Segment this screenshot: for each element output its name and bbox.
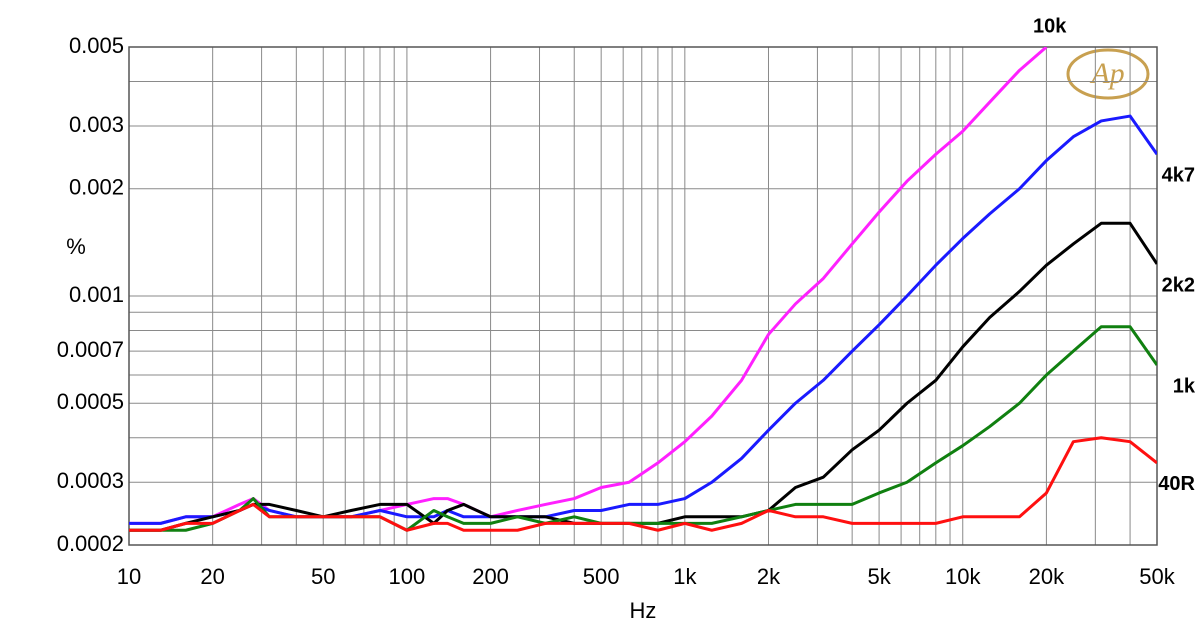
- series-label: 40R: [1158, 473, 1195, 495]
- plot-frame: [128, 46, 1158, 546]
- y-tick-label: 0.0003: [57, 468, 124, 493]
- x-tick-label: 5k: [867, 564, 891, 589]
- x-tick-label: 20k: [1029, 564, 1065, 589]
- y-axis-label: %: [66, 234, 86, 259]
- y-tick-label: 0.0002: [57, 531, 124, 556]
- series-line: [129, 436, 1157, 532]
- x-axis-label: Hz: [630, 598, 657, 623]
- y-tick-label: 0.0007: [57, 337, 124, 362]
- logo: Ap: [1066, 48, 1150, 100]
- y-tick-label: 0.002: [69, 175, 124, 200]
- x-tick-label: 500: [583, 564, 620, 589]
- x-tick-label: 10k: [945, 564, 981, 589]
- x-tick-label: 200: [472, 564, 509, 589]
- x-tick-label: 2k: [757, 564, 781, 589]
- logo-text: Ap: [1089, 57, 1124, 90]
- x-tick-label: 10: [117, 564, 141, 589]
- y-tick-label: 0.0005: [57, 389, 124, 414]
- series-label: 10k: [1033, 15, 1067, 37]
- series-line: [129, 325, 1157, 532]
- x-tick-label: 50k: [1139, 564, 1175, 589]
- series-line: [129, 114, 1157, 525]
- y-tick-label: 0.005: [69, 33, 124, 58]
- x-tick-label: 100: [389, 564, 426, 589]
- x-tick-label: 1k: [673, 564, 697, 589]
- y-tick-label: 0.003: [69, 112, 124, 137]
- x-tick-label: 20: [200, 564, 224, 589]
- series-label: 4k7: [1162, 165, 1195, 187]
- x-tick-label: 50: [311, 564, 335, 589]
- series-label: 1k: [1173, 375, 1196, 397]
- plot-area: [129, 47, 1157, 532]
- series-line: [129, 47, 1048, 525]
- y-tick-label: 0.001: [69, 282, 124, 307]
- series-label: 2k2: [1162, 274, 1195, 296]
- series-line: [129, 221, 1157, 532]
